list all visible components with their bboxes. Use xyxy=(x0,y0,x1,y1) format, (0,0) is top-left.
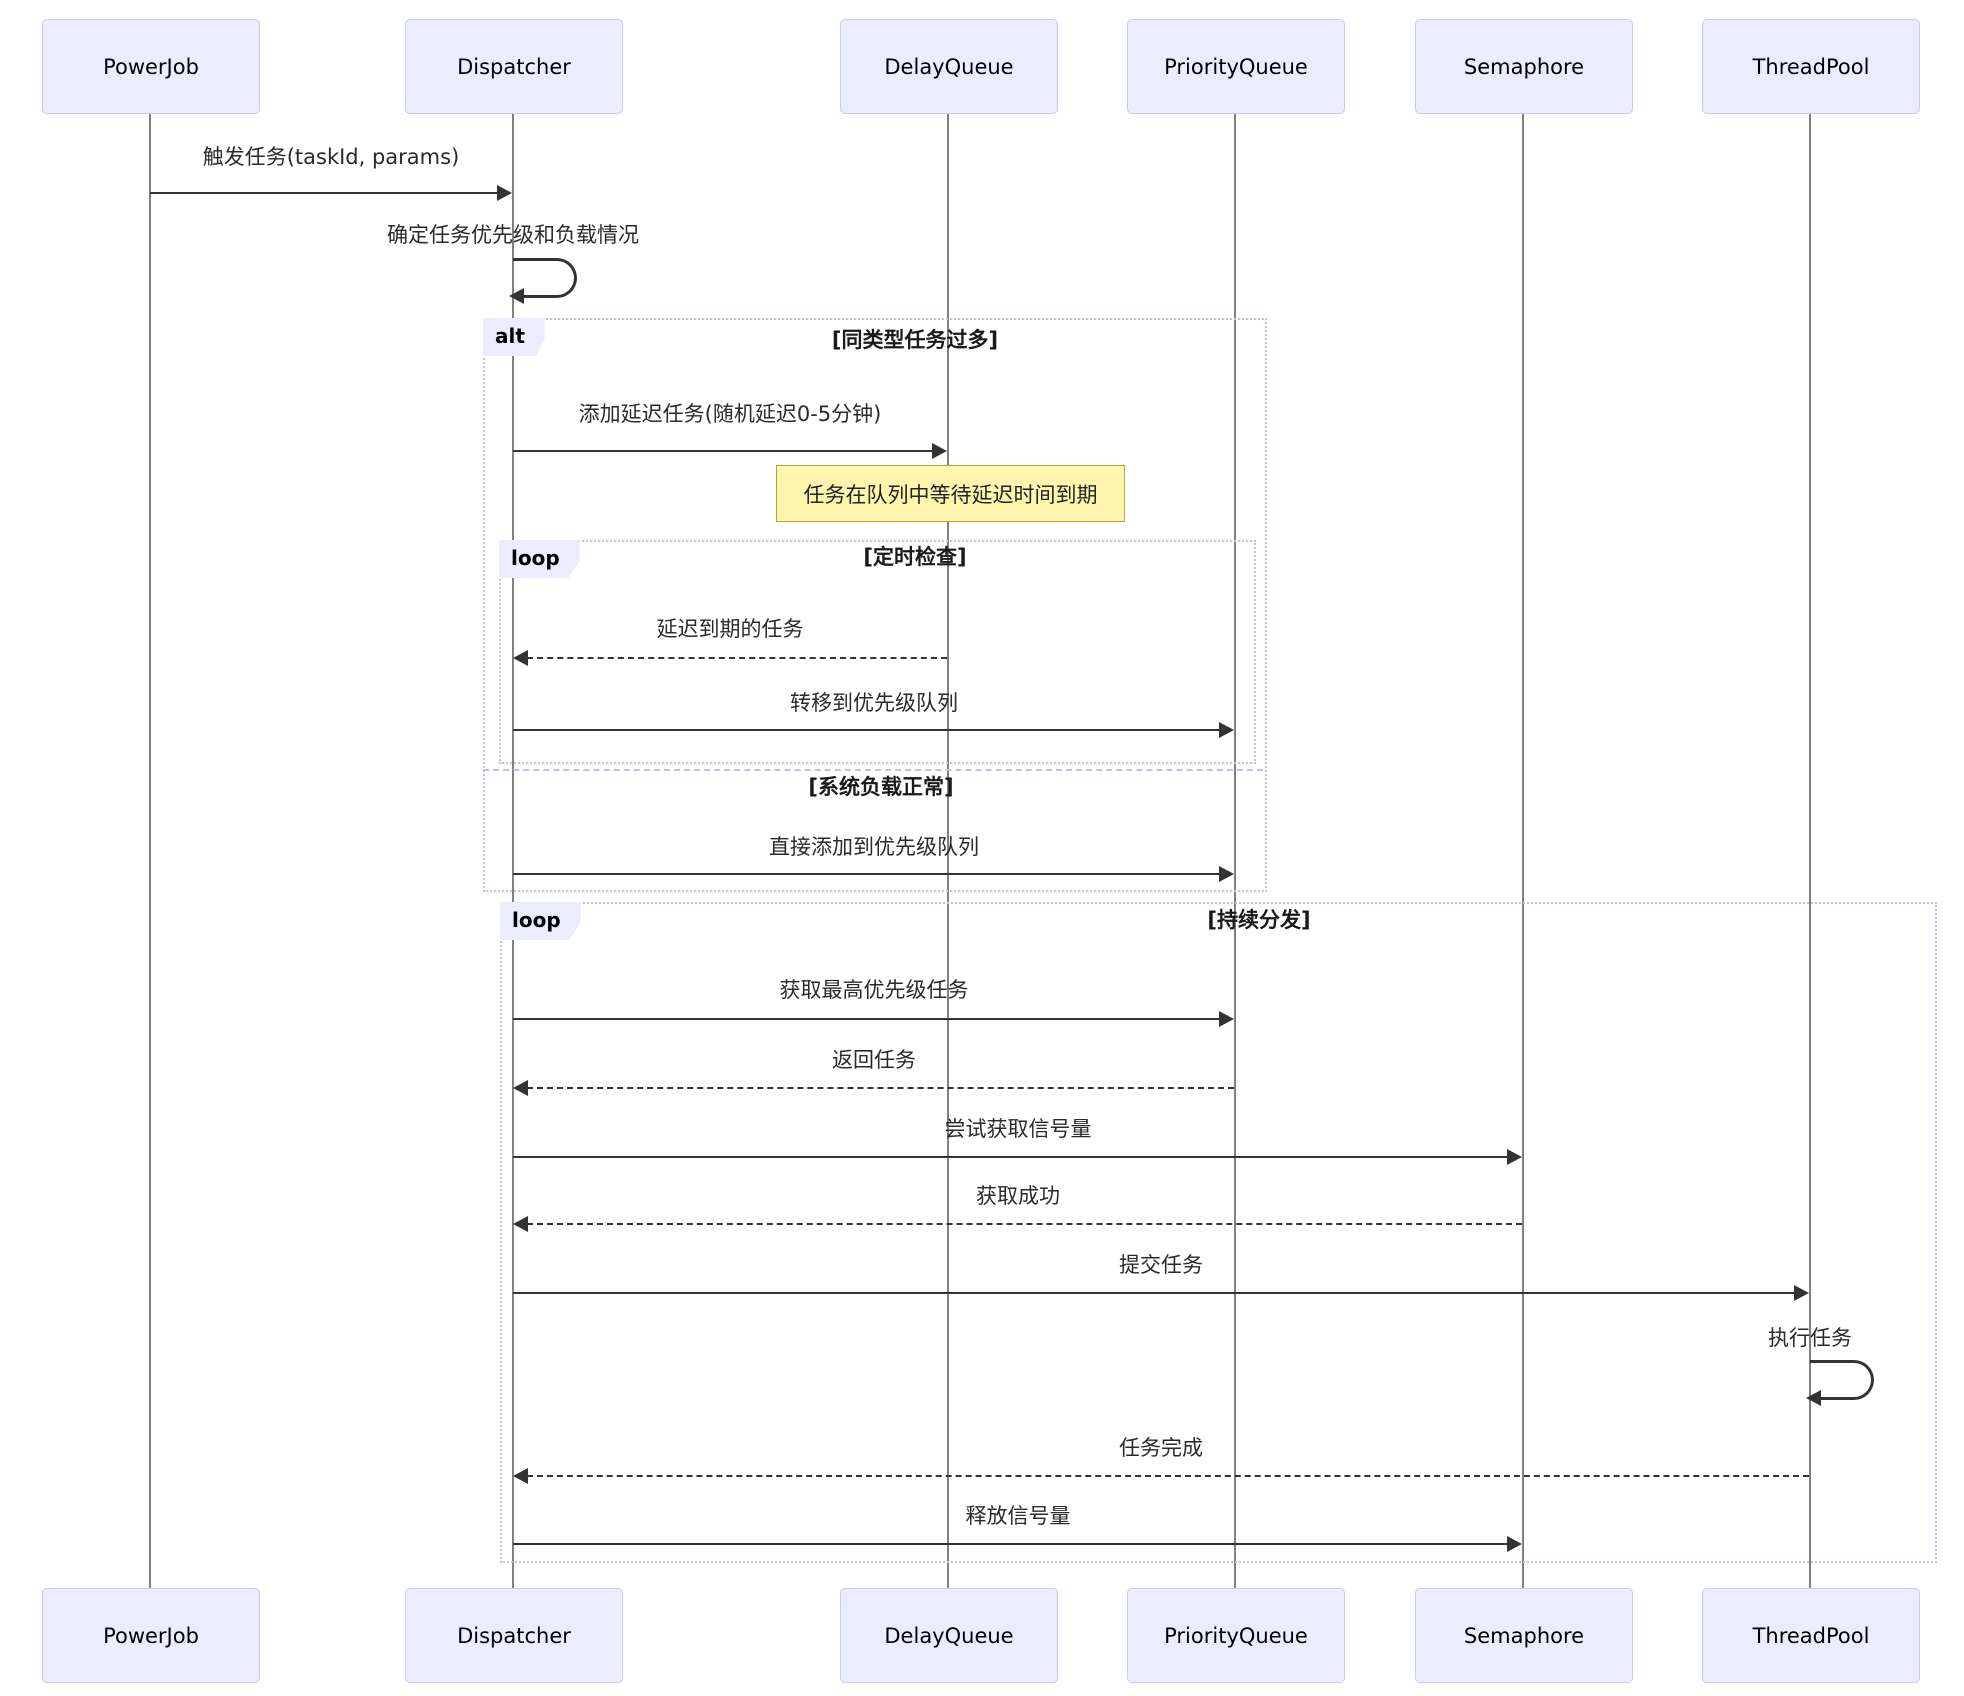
arrowhead-left-icon xyxy=(509,288,524,304)
arrow-return-task xyxy=(527,1087,1234,1089)
actor-delayqueue-bottom: DelayQueue xyxy=(840,1588,1058,1683)
arrowhead-left-icon xyxy=(513,1080,528,1096)
arrow-release-semaphore xyxy=(513,1543,1507,1545)
message-determine-priority: 确定任务优先级和负载情况 xyxy=(387,223,639,247)
loop-label-dispatch: loop xyxy=(500,902,581,940)
arrowhead-right-icon xyxy=(932,443,947,459)
arrow-delay-due xyxy=(527,657,947,659)
arrowhead-left-icon xyxy=(513,650,528,666)
arrowhead-right-icon xyxy=(1219,722,1234,738)
self-loop-determine xyxy=(509,258,577,304)
loop-label-timer-check: loop xyxy=(499,540,580,578)
lifeline-semaphore xyxy=(1522,112,1524,1588)
note-delay-wait: 任务在队列中等待延迟时间到期 xyxy=(776,465,1125,522)
actor-threadpool-top: ThreadPool xyxy=(1702,19,1920,114)
arrowhead-right-icon xyxy=(1507,1149,1522,1165)
arrow-acquire-ok xyxy=(527,1223,1522,1225)
message-delay-due: 延迟到期的任务 xyxy=(656,617,804,641)
arrow-try-semaphore xyxy=(513,1156,1507,1158)
message-execute-task: 执行任务 xyxy=(1768,1326,1852,1350)
actor-threadpool-bottom: ThreadPool xyxy=(1702,1588,1920,1683)
arrow-get-highest xyxy=(513,1018,1219,1020)
arrow-transfer xyxy=(513,729,1219,731)
actor-dispatcher-top: Dispatcher xyxy=(405,19,623,114)
message-release-semaphore: 释放信号量 xyxy=(965,1504,1071,1528)
actor-powerjob-top: PowerJob xyxy=(42,19,260,114)
arrowhead-left-icon xyxy=(513,1468,528,1484)
message-transfer: 转移到优先级队列 xyxy=(790,691,958,715)
lifeline-dispatcher xyxy=(512,112,514,1588)
alt-label: alt xyxy=(483,318,545,356)
arrowhead-right-icon xyxy=(1219,866,1234,882)
lifeline-powerjob xyxy=(149,112,151,1588)
arrowhead-right-icon xyxy=(497,185,512,201)
arrow-trigger-task xyxy=(150,192,497,194)
arrow-task-done xyxy=(527,1475,1809,1477)
message-task-done: 任务完成 xyxy=(1119,1436,1203,1460)
arrowhead-right-icon xyxy=(1507,1536,1522,1552)
message-try-semaphore: 尝试获取信号量 xyxy=(944,1117,1092,1141)
lifeline-delayqueue xyxy=(947,112,949,1588)
alt-frame xyxy=(483,318,1267,892)
alt-condition-overload: [同类型任务过多] xyxy=(831,328,999,352)
loop-condition-timer-check: [定时检查] xyxy=(863,545,967,569)
actor-delayqueue-top: DelayQueue xyxy=(840,19,1058,114)
actor-priorityqueue-bottom: PriorityQueue xyxy=(1127,1588,1345,1683)
actor-powerjob-bottom: PowerJob xyxy=(42,1588,260,1683)
lifeline-priorityqueue xyxy=(1234,112,1236,1588)
lifeline-threadpool xyxy=(1809,112,1811,1588)
loop-frame-dispatch xyxy=(500,902,1937,1563)
arrowhead-right-icon xyxy=(1219,1011,1234,1027)
loop-condition-dispatch: [持续分发] xyxy=(1207,908,1311,932)
arrow-submit-task xyxy=(513,1292,1794,1294)
arrow-add-delay-task xyxy=(513,450,932,452)
message-acquire-ok: 获取成功 xyxy=(976,1184,1060,1208)
arrow-direct-add xyxy=(513,873,1219,875)
actor-semaphore-top: Semaphore xyxy=(1415,19,1633,114)
message-get-highest: 获取最高优先级任务 xyxy=(779,978,969,1002)
message-add-delay-task: 添加延迟任务(随机延迟0-5分钟) xyxy=(578,402,882,426)
loop-frame-timer-check xyxy=(499,540,1256,764)
message-direct-add: 直接添加到优先级队列 xyxy=(769,835,979,859)
actor-dispatcher-bottom: Dispatcher xyxy=(405,1588,623,1683)
self-loop-execute xyxy=(1806,1360,1874,1406)
alt-condition-normal: [系统负载正常] xyxy=(808,775,954,799)
arrowhead-left-icon xyxy=(1806,1390,1821,1406)
alt-divider xyxy=(483,769,1263,771)
arrowhead-left-icon xyxy=(513,1216,528,1232)
actor-semaphore-bottom: Semaphore xyxy=(1415,1588,1633,1683)
arrowhead-right-icon xyxy=(1794,1285,1809,1301)
actor-priorityqueue-top: PriorityQueue xyxy=(1127,19,1345,114)
message-submit-task: 提交任务 xyxy=(1119,1253,1203,1277)
message-trigger-task: 触发任务(taskId, params) xyxy=(202,145,460,169)
message-return-task: 返回任务 xyxy=(832,1048,916,1072)
